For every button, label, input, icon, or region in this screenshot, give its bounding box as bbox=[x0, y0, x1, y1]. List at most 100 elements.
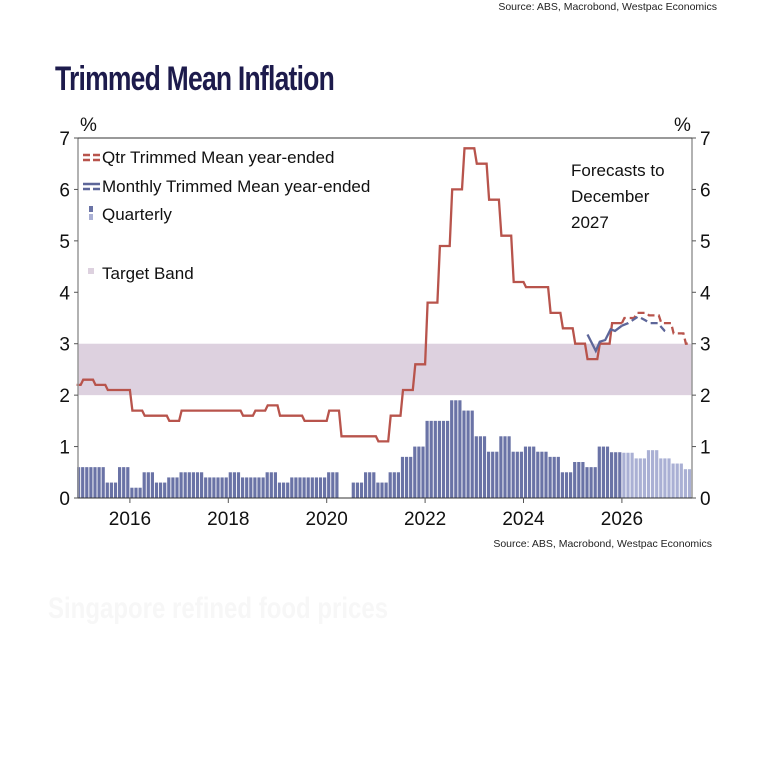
quarterly-bar bbox=[372, 472, 376, 498]
quarterly-bar bbox=[277, 482, 282, 498]
annotation-line: Forecasts to bbox=[571, 161, 665, 180]
quarterly-bar bbox=[179, 472, 183, 498]
forecast-annotation: Forecasts to December 2027 bbox=[571, 161, 665, 232]
quarterly-bar bbox=[195, 472, 200, 498]
quarterly-bar bbox=[638, 458, 642, 498]
quarterly-bar bbox=[544, 451, 548, 498]
quarterly-bar bbox=[528, 446, 532, 498]
quarterly-bar bbox=[536, 451, 540, 498]
quarterly-bar bbox=[597, 446, 601, 498]
quarterly-bar bbox=[154, 482, 159, 498]
quarterly-bar bbox=[630, 452, 634, 498]
y-tick-label-right: 3 bbox=[700, 335, 711, 356]
quarterly-bar bbox=[368, 472, 372, 498]
quarterly-bar bbox=[495, 451, 499, 498]
quarterly-bar bbox=[183, 472, 187, 498]
quarterly-bar bbox=[396, 472, 400, 498]
quarterly-bar bbox=[249, 477, 253, 498]
quarterly-bar bbox=[318, 477, 323, 498]
quarterly-bar bbox=[273, 472, 277, 498]
x-tick-label: 2022 bbox=[404, 509, 446, 530]
quarterly-bar bbox=[191, 472, 195, 498]
legend-qtr-label: Qtr Trimmed Mean year-ended bbox=[102, 148, 334, 167]
quarterly-bar bbox=[499, 436, 503, 498]
quarterly-bar bbox=[400, 456, 405, 498]
y-tick-label-left: 7 bbox=[59, 129, 70, 150]
quarterly-bar bbox=[220, 477, 224, 498]
quarterly-bar bbox=[487, 451, 491, 498]
quarterly-bar bbox=[89, 467, 93, 498]
annotation-line: 2027 bbox=[571, 213, 609, 232]
quarterly-bar bbox=[552, 456, 556, 498]
quarterly-bar bbox=[364, 472, 368, 498]
quarterly-bar bbox=[614, 452, 618, 498]
quarterly-bar bbox=[187, 472, 191, 498]
quarterly-bar bbox=[388, 472, 392, 498]
quarterly-bar bbox=[130, 487, 134, 498]
quarterly-bar bbox=[216, 477, 220, 498]
quarterly-bar bbox=[626, 452, 630, 498]
quarterly-bar bbox=[503, 436, 507, 498]
quarterly-bar bbox=[134, 487, 138, 498]
quarterly-bar bbox=[667, 458, 671, 498]
quarterly-bar bbox=[298, 477, 302, 498]
y-tick-label-left: 6 bbox=[59, 180, 70, 201]
quarterly-bar bbox=[97, 467, 101, 498]
quarterly-bar bbox=[450, 400, 454, 498]
quarterly-bar bbox=[593, 467, 597, 498]
quarterly-bar bbox=[306, 477, 310, 498]
quarterly-bar bbox=[589, 467, 593, 498]
quarterly-bar bbox=[392, 472, 396, 498]
quarterly-bar bbox=[651, 450, 655, 498]
quarterly-bar bbox=[175, 477, 179, 498]
quarterly-bar bbox=[290, 477, 294, 498]
quarterly-bar bbox=[573, 462, 577, 498]
legend-target-band-label: Target Band bbox=[102, 264, 194, 283]
y-tick-label-right: 5 bbox=[700, 232, 711, 253]
quarterly-bar bbox=[655, 450, 659, 498]
y-tick-label-left: 5 bbox=[59, 232, 70, 253]
quarterly-bar bbox=[212, 477, 216, 498]
x-tick-label: 2018 bbox=[207, 509, 249, 530]
quarterly-bar bbox=[532, 446, 536, 498]
quarterly-bar bbox=[622, 452, 626, 498]
quarterly-bar bbox=[167, 477, 171, 498]
y-tick-label-right: 6 bbox=[700, 180, 711, 201]
quarterly-bar bbox=[511, 451, 515, 498]
quarterly-bar bbox=[109, 482, 113, 498]
quarterly-bar bbox=[454, 400, 458, 498]
quarterly-bar bbox=[491, 451, 495, 498]
quarterly-bar bbox=[421, 446, 425, 498]
quarterly-bar bbox=[384, 482, 388, 498]
quarterly-bar bbox=[634, 458, 638, 498]
quarterly-bar bbox=[126, 467, 130, 498]
quarterly-bar bbox=[437, 420, 441, 498]
quarterly-bar bbox=[150, 472, 154, 498]
source-note-top: Source: ABS, Macrobond, Westpac Economic… bbox=[498, 1, 717, 13]
quarterly-bar bbox=[610, 452, 614, 498]
quarterly-bar bbox=[118, 467, 122, 498]
quarterly-bar bbox=[163, 482, 167, 498]
quarterly-bar bbox=[323, 477, 327, 498]
quarterly-bar bbox=[577, 462, 581, 498]
faded-next-chart-title: Singapore refined food prices bbox=[48, 592, 389, 625]
quarterly-bar bbox=[446, 420, 450, 498]
quarterly-bar bbox=[429, 420, 433, 498]
quarterly-bar bbox=[569, 472, 573, 498]
quarterly-bar bbox=[359, 482, 364, 498]
quarterly-bar bbox=[85, 467, 89, 498]
quarterly-bar bbox=[294, 477, 298, 498]
legend-swatch-target-band bbox=[88, 268, 94, 274]
quarterly-bar bbox=[146, 472, 150, 498]
quarterly-bar bbox=[138, 487, 142, 498]
quarterly-bar bbox=[204, 477, 208, 498]
qtr-trimmed-mean-line bbox=[76, 147, 622, 443]
quarterly-bar bbox=[257, 477, 261, 498]
quarterly-bar bbox=[433, 420, 437, 498]
target-band bbox=[78, 343, 692, 396]
x-tick-label: 2026 bbox=[601, 509, 643, 530]
quarterly-bar bbox=[224, 477, 228, 498]
quarterly-bar bbox=[93, 467, 97, 498]
quarterly-bar bbox=[556, 456, 560, 498]
legend-quarterly-label: Quarterly bbox=[102, 205, 172, 224]
